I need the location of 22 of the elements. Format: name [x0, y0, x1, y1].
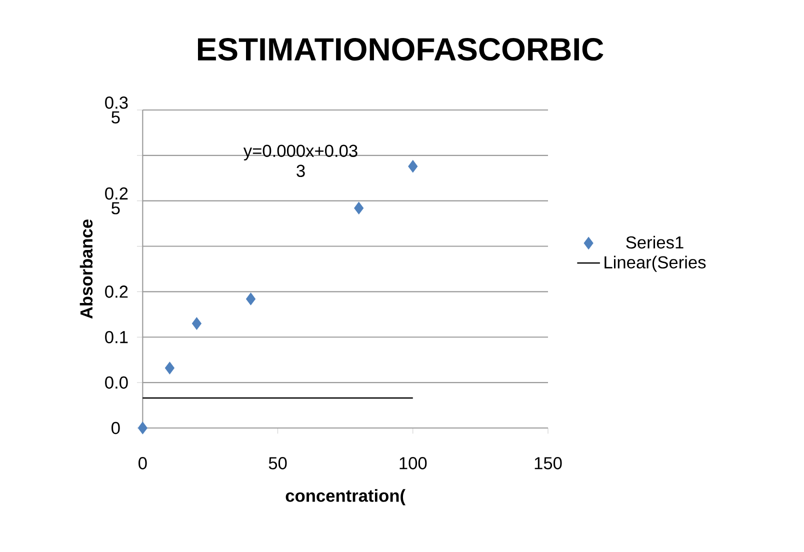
- point: [138, 422, 148, 434]
- annotation: y=0.000x+0.03 3: [243, 144, 358, 178]
- y-tick-label: 0.2: [105, 286, 128, 298]
- y-tick-label: 0.0: [105, 376, 128, 389]
- x-tick-label: 50: [268, 457, 287, 470]
- x-tick-label: 0: [138, 457, 147, 470]
- point: [408, 160, 418, 173]
- point: [192, 317, 202, 330]
- y-tick-label: 0.3 5: [105, 96, 128, 124]
- legend-label: Linear(Series: [604, 256, 706, 272]
- x-tick-label: 100: [400, 457, 427, 470]
- y-tick-label: 0.2 5: [105, 187, 128, 214]
- legend-label: Series1: [626, 236, 684, 249]
- x-axis-title: concentration(: [286, 489, 406, 506]
- point: [246, 292, 256, 306]
- point: [164, 362, 174, 374]
- chart-title: ESTIMATIONOFASCORBIC: [198, 38, 604, 61]
- y-tick-label: 0: [112, 422, 120, 434]
- point: [354, 202, 364, 214]
- x-tick-label: 150: [534, 457, 562, 470]
- y-axis-title: Absorbance: [80, 219, 93, 319]
- y-tick-label: 0.1: [105, 330, 128, 344]
